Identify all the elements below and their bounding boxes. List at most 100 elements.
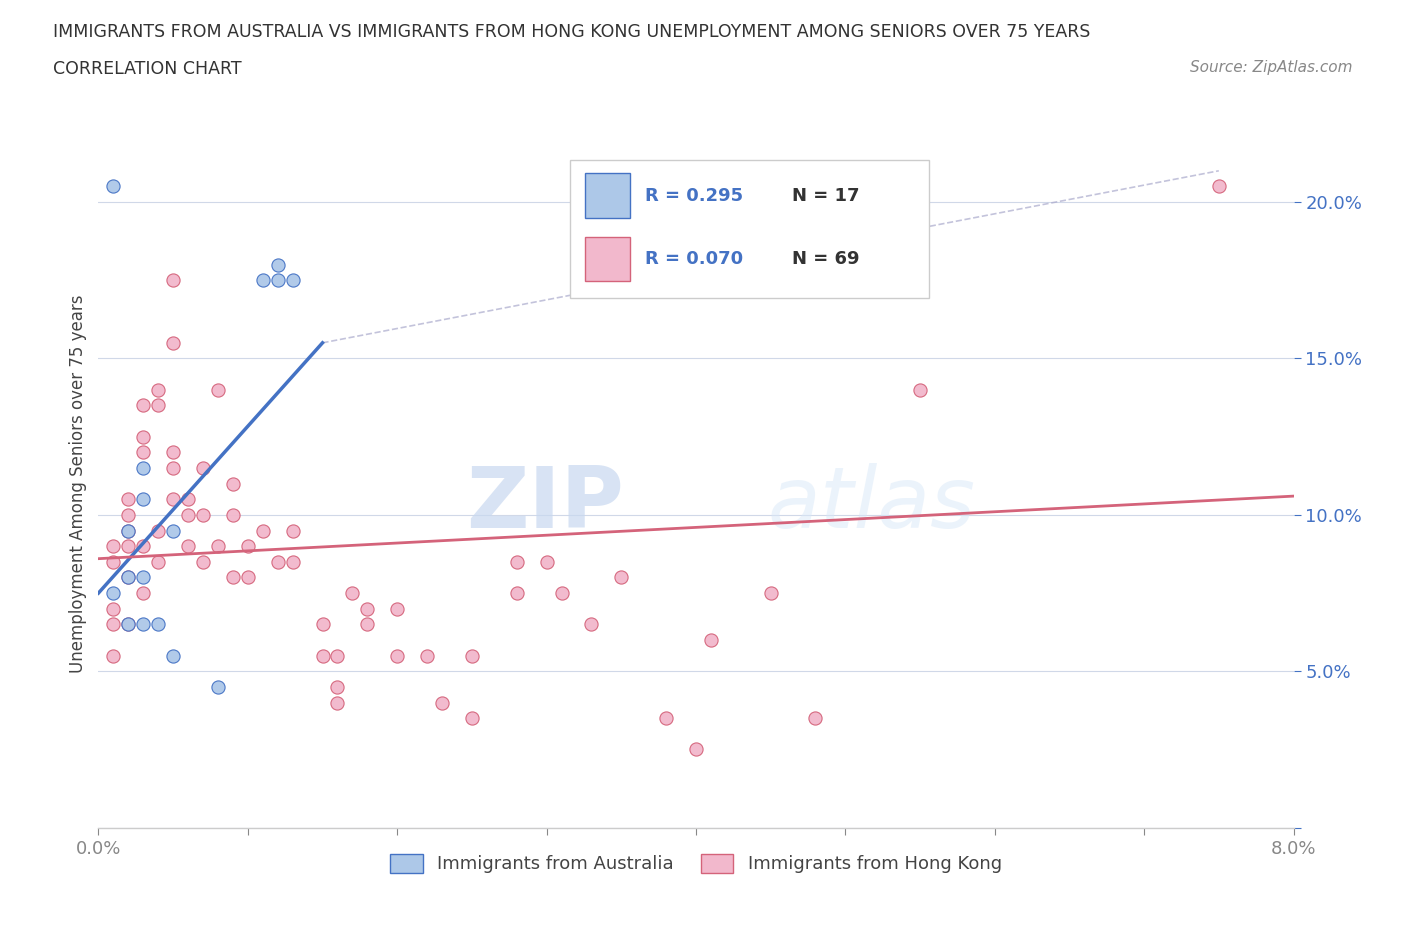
Point: [207, 680, 229, 695]
Point: [311, 648, 333, 663]
Point: [162, 460, 184, 475]
Point: [132, 492, 155, 507]
Point: [207, 382, 229, 397]
Point: [222, 508, 245, 523]
Point: [148, 617, 170, 631]
Text: R = 0.295: R = 0.295: [644, 187, 742, 205]
Point: [252, 523, 274, 538]
Point: [326, 648, 349, 663]
Text: Source: ZipAtlas.com: Source: ZipAtlas.com: [1189, 60, 1353, 75]
Point: [177, 508, 200, 523]
Text: N = 17: N = 17: [792, 187, 859, 205]
Point: [430, 695, 453, 710]
Point: [191, 460, 214, 475]
Point: [162, 492, 184, 507]
Point: [191, 554, 214, 569]
Point: [117, 508, 139, 523]
Point: [385, 602, 409, 617]
Point: [148, 382, 170, 397]
Point: [117, 617, 139, 631]
Point: [148, 523, 170, 538]
Point: [132, 586, 155, 601]
Point: [162, 272, 184, 287]
Point: [117, 523, 139, 538]
Text: atlas: atlas: [768, 463, 976, 546]
Point: [222, 570, 245, 585]
Point: [177, 538, 200, 553]
Point: [117, 538, 139, 553]
Point: [356, 617, 378, 631]
Point: [655, 711, 678, 725]
Point: [103, 648, 125, 663]
Point: [610, 570, 633, 585]
Point: [281, 554, 304, 569]
Point: [700, 632, 723, 647]
Point: [461, 711, 484, 725]
FancyBboxPatch shape: [571, 160, 929, 298]
FancyBboxPatch shape: [585, 236, 630, 281]
Text: IMMIGRANTS FROM AUSTRALIA VS IMMIGRANTS FROM HONG KONG UNEMPLOYMENT AMONG SENIOR: IMMIGRANTS FROM AUSTRALIA VS IMMIGRANTS …: [53, 23, 1091, 41]
Point: [804, 711, 827, 725]
Point: [162, 523, 184, 538]
Point: [416, 648, 439, 663]
Point: [132, 617, 155, 631]
Text: ZIP: ZIP: [467, 463, 624, 546]
Point: [759, 586, 782, 601]
Point: [162, 336, 184, 351]
Point: [148, 398, 170, 413]
Point: [117, 570, 139, 585]
Text: CORRELATION CHART: CORRELATION CHART: [53, 60, 242, 78]
Point: [132, 430, 155, 445]
Point: [132, 538, 155, 553]
Point: [191, 508, 214, 523]
Point: [536, 554, 558, 569]
Point: [117, 617, 139, 631]
Point: [222, 476, 245, 491]
Point: [908, 382, 931, 397]
FancyBboxPatch shape: [585, 173, 630, 218]
Point: [236, 538, 259, 553]
Text: R = 0.070: R = 0.070: [644, 250, 742, 268]
Point: [550, 586, 572, 601]
Point: [281, 523, 304, 538]
Point: [267, 272, 290, 287]
Point: [506, 554, 529, 569]
Point: [326, 680, 349, 695]
Point: [162, 445, 184, 459]
Text: N = 69: N = 69: [792, 250, 859, 268]
Point: [103, 538, 125, 553]
Point: [103, 554, 125, 569]
Point: [207, 538, 229, 553]
Y-axis label: Unemployment Among Seniors over 75 years: Unemployment Among Seniors over 75 years: [69, 295, 87, 672]
Point: [267, 258, 290, 272]
Point: [356, 602, 378, 617]
Point: [117, 523, 139, 538]
Point: [162, 648, 184, 663]
Point: [103, 617, 125, 631]
Point: [581, 617, 603, 631]
Point: [132, 460, 155, 475]
Point: [685, 742, 707, 757]
Point: [177, 492, 200, 507]
Point: [132, 445, 155, 459]
Point: [326, 695, 349, 710]
Point: [1208, 179, 1230, 193]
Legend: Immigrants from Australia, Immigrants from Hong Kong: Immigrants from Australia, Immigrants fr…: [382, 847, 1010, 881]
Point: [461, 648, 484, 663]
Point: [103, 586, 125, 601]
Point: [342, 586, 364, 601]
Point: [385, 648, 409, 663]
Point: [103, 602, 125, 617]
Point: [236, 570, 259, 585]
Point: [132, 570, 155, 585]
Point: [117, 492, 139, 507]
Point: [267, 554, 290, 569]
Point: [311, 617, 333, 631]
Point: [281, 272, 304, 287]
Point: [252, 272, 274, 287]
Point: [117, 570, 139, 585]
Point: [148, 554, 170, 569]
Point: [103, 179, 125, 193]
Point: [506, 586, 529, 601]
Point: [132, 398, 155, 413]
